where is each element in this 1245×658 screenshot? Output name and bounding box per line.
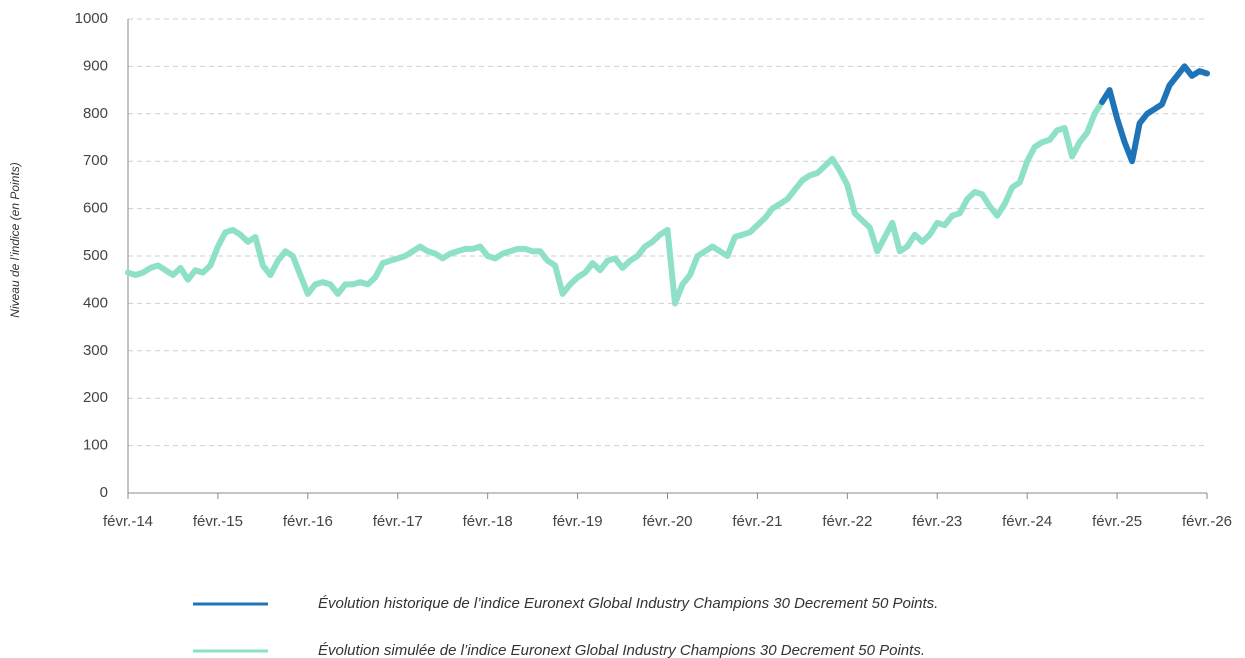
y-tick-label: 1000 [75,10,108,27]
y-tick-label: 400 [83,294,108,311]
y-tick-label: 0 [100,484,108,501]
x-tick-label: févr.-14 [103,513,153,530]
series-line [125,99,1106,307]
legend-text: Évolution historique de l’indice Euronex… [318,595,938,612]
x-tick-label: févr.-24 [1002,513,1052,530]
x-tick-label: févr.-19 [553,513,603,530]
x-tick-label: févr.-22 [822,513,872,530]
y-tick-label: 600 [83,200,108,217]
legend-text: Évolution simulée de l’indice Euronext G… [318,642,925,658]
x-tick-label: févr.-23 [912,513,962,530]
x-tick-label: févr.-21 [732,513,782,530]
x-tick-label: févr.-25 [1092,513,1142,530]
y-tick-label: 300 [83,342,108,359]
y-tick-label: 500 [83,247,108,264]
series-line [1099,63,1210,165]
x-tick-label: févr.-16 [283,513,333,530]
y-axis-label: Niveau de l’indice (en Points) [8,162,22,317]
x-tick-label: févr.-18 [463,513,513,530]
y-tick-label: 900 [83,57,108,74]
x-tick-label: févr.-20 [642,513,692,530]
y-tick-label: 800 [83,105,108,122]
y-tick-label: 700 [83,152,108,169]
y-tick-label: 200 [83,389,108,406]
y-tick-label: 100 [83,437,108,454]
x-tick-label: févr.-26 [1182,513,1232,530]
x-tick-label: févr.-17 [373,513,423,530]
x-tick-label: févr.-15 [193,513,243,530]
